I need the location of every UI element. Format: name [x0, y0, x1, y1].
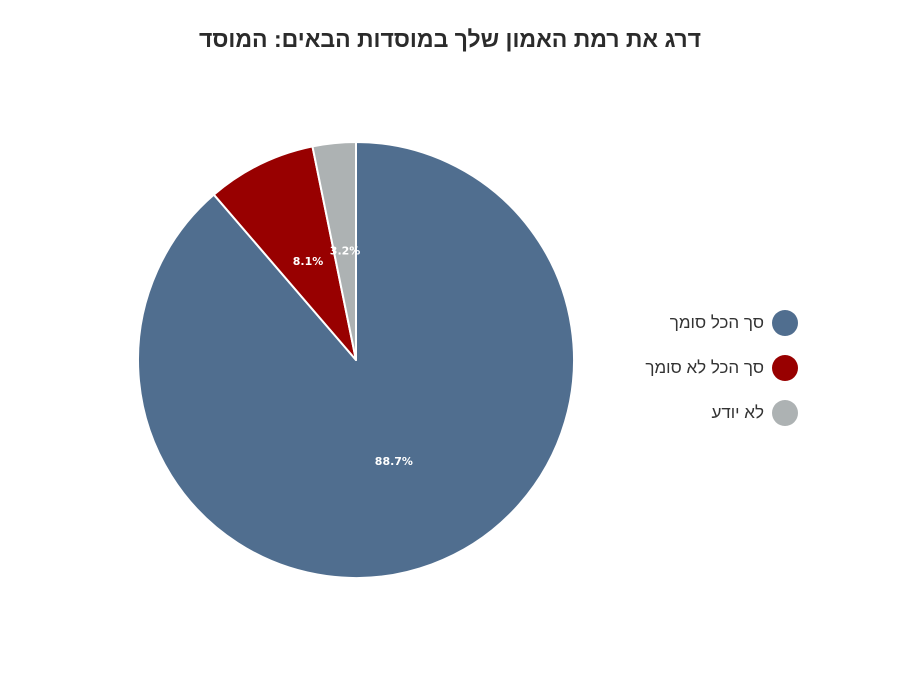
- pie-slice-dont-know[interactable]: [311, 141, 357, 361]
- legend-item-dont-know[interactable]: לא יודע: [645, 390, 798, 435]
- legend-item-trust[interactable]: סך הכל סומך: [645, 300, 798, 345]
- pie-slice-distrust[interactable]: [212, 145, 357, 361]
- chart-title: דרג את רמת האמון שלך במוסדות הבאים: המוס…: [198, 26, 702, 52]
- slice-label-distrust: 8.1%: [293, 255, 324, 268]
- slice-label-dont-know: 3.2%: [330, 245, 361, 258]
- slice-label-trust: 88.7%: [375, 455, 413, 468]
- legend-item-distrust[interactable]: סך הכל לא סומך: [645, 345, 798, 390]
- legend-swatch-dont-know: [772, 399, 798, 426]
- legend-swatch-trust: [772, 309, 798, 336]
- legend-swatch-distrust: [772, 354, 798, 381]
- legend-label-dont-know: לא יודע: [711, 402, 764, 422]
- legend: סך הכל סומך סך הכל לא סומך לא יודע: [645, 300, 798, 435]
- legend-label-distrust: סך הכל לא סומך: [645, 357, 764, 377]
- legend-label-trust: סך הכל סומך: [669, 312, 764, 332]
